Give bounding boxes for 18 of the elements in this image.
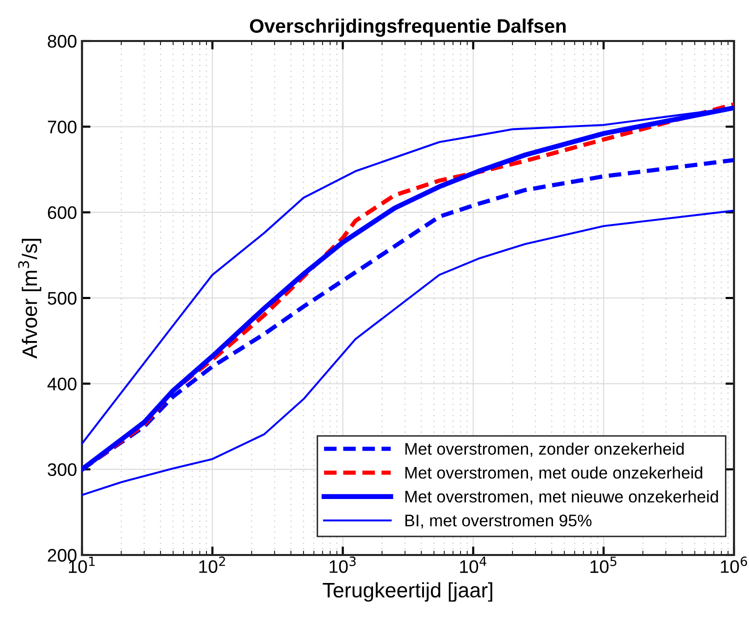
legend-label: BI, met overstromen 95% [405,514,592,528]
x-tick-label: 10$^{2}$ [199,556,225,573]
y-axis-title: Afvoer [m$^{3}$/s] [18,238,42,359]
x-tick-label: 10$^{5}$ [590,556,616,573]
y-tick-label: 700 [48,120,76,134]
x-tick-label: 10$^{4}$ [460,556,486,573]
legend-label: Met overstromen, met nieuwe onzekerheid [405,490,718,505]
y-tick-label: 300 [48,463,76,476]
x-axis-title: Terugkeertijd [jaar] [322,582,492,602]
legend-label: Met overstromen, zonder onzekerheid [405,442,684,457]
chart-title: Overschrijdingsfrequentie Dalfsen [250,18,566,37]
y-tick-label: 500 [48,292,76,305]
y-tick-label: 400 [47,378,76,390]
y-tick-label: 800 [48,34,76,48]
x-tick-label: 10$^{3}$ [330,556,356,573]
y-tick-label: 600 [48,206,76,220]
x-tick-label: 10$^{6}$ [720,556,748,573]
legend-label: Met overstromen, met oude onzekerheid [405,466,702,481]
